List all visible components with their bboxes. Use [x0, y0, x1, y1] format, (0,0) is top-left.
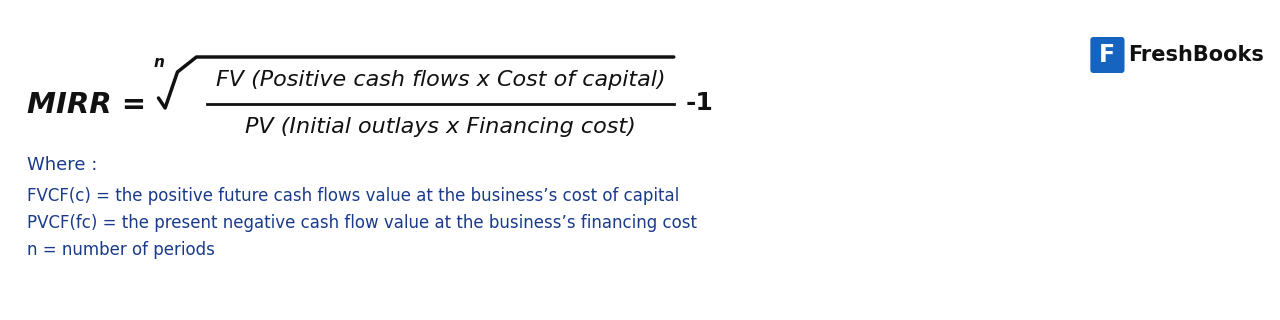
Text: -1: -1 [685, 91, 713, 115]
Text: FreshBooks: FreshBooks [1128, 45, 1265, 65]
Text: FVCF(c) = the positive future cash flows value at the business’s cost of capital: FVCF(c) = the positive future cash flows… [27, 187, 678, 205]
FancyBboxPatch shape [1091, 37, 1125, 73]
Text: FV (Positive cash flows x Cost of capital): FV (Positive cash flows x Cost of capita… [215, 70, 666, 90]
Text: Where :: Where : [27, 156, 97, 174]
Text: PV (Initial outlays x Financing cost): PV (Initial outlays x Financing cost) [244, 117, 636, 137]
Text: MIRR =: MIRR = [27, 91, 146, 119]
Text: n: n [154, 54, 165, 69]
Text: F: F [1100, 43, 1115, 67]
Text: n = number of periods: n = number of periods [27, 241, 215, 259]
Text: PVCF(fc) = the present negative cash flow value at the business’s financing cost: PVCF(fc) = the present negative cash flo… [27, 214, 696, 232]
